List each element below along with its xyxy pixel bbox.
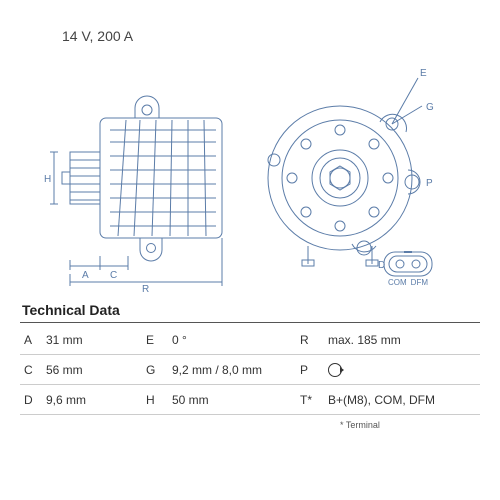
- cell-label: P: [300, 363, 328, 377]
- cell-value: 9,2 mm / 8,0 mm: [172, 363, 300, 377]
- svg-text:R: R: [142, 284, 149, 295]
- cell-label: R: [300, 333, 328, 347]
- table-row: C 56 mm G 9,2 mm / 8,0 mm P: [20, 355, 480, 385]
- technical-data-table: A 31 mm E 0 ° R max. 185 mm C 56 mm G 9,…: [20, 325, 480, 415]
- cell-value: 56 mm: [46, 363, 146, 377]
- section-title: Technical Data: [22, 302, 120, 318]
- header-spec: 14 V, 200 A: [62, 28, 133, 44]
- rotation-icon: [328, 363, 342, 377]
- connector-diagram: COM DFM: [382, 250, 434, 287]
- footnote: * Terminal: [340, 420, 380, 430]
- cell-value: 50 mm: [172, 393, 300, 407]
- cell-value: 0 °: [172, 333, 300, 347]
- cell-value: 31 mm: [46, 333, 146, 347]
- connector-label-com: COM: [388, 278, 407, 287]
- svg-text:A: A: [82, 270, 89, 281]
- svg-text:C: C: [110, 270, 117, 281]
- svg-text:P: P: [426, 178, 433, 189]
- cell-label: A: [20, 333, 46, 347]
- table-row: A 31 mm E 0 ° R max. 185 mm: [20, 325, 480, 355]
- cell-label: D: [20, 393, 46, 407]
- cell-label: G: [146, 363, 172, 377]
- cell-value: max. 185 mm: [328, 333, 480, 347]
- svg-text:G: G: [426, 102, 434, 113]
- connector-label-dfm: DFM: [411, 278, 428, 287]
- cell-label: E: [146, 333, 172, 347]
- table-row: D 9,6 mm H 50 mm T* B+(M8), COM, DFM: [20, 385, 480, 415]
- svg-text:H: H: [44, 174, 51, 185]
- svg-text:E: E: [420, 68, 427, 79]
- cell-value: [328, 362, 480, 377]
- cell-label: H: [146, 393, 172, 407]
- cell-label: T*: [300, 393, 328, 407]
- section-divider: [20, 322, 480, 323]
- cell-value: B+(M8), COM, DFM: [328, 393, 480, 407]
- cell-label: C: [20, 363, 46, 377]
- cell-value: 9,6 mm: [46, 393, 146, 407]
